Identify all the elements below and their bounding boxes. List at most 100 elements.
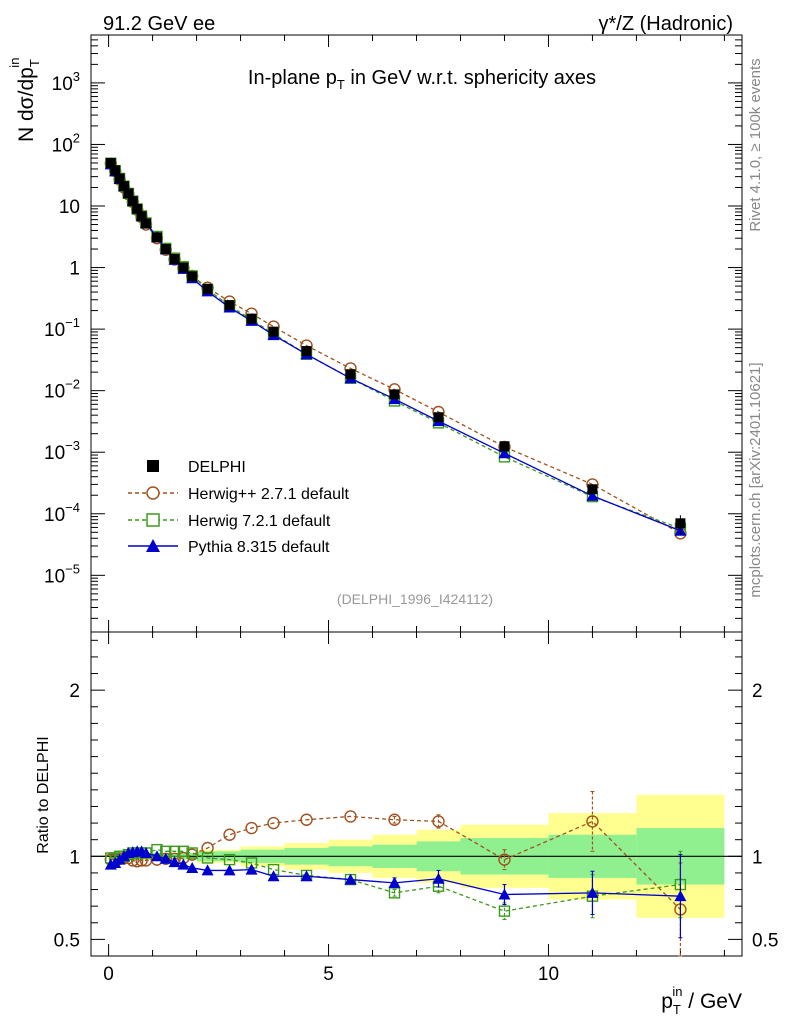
ratio-marker-herwig_pp (245, 821, 258, 835)
ratio-marker-pythia (674, 890, 687, 902)
tick-exponent: 2 (73, 130, 80, 145)
x-tick-label: 5 (323, 964, 334, 985)
ratio-marker-pythia (150, 850, 163, 862)
marker-data (110, 165, 121, 176)
main-y-tick-label: 10−5 (44, 561, 80, 587)
marker-data (224, 300, 235, 311)
main-y-tick-label: 10−2 (44, 377, 80, 403)
ratio-marker-herwig7 (498, 905, 511, 917)
marker-data (187, 271, 198, 282)
ratio-marker-herwig_pp (300, 813, 313, 826)
marker-data (132, 203, 143, 214)
main-y-tick-label: 1 (69, 259, 80, 280)
x-label-a: p (661, 990, 673, 1013)
y-label-sup: in (7, 58, 22, 68)
series-pythia (104, 158, 687, 536)
title-part-b: in GeV w.r.t. sphericity axes (345, 67, 596, 89)
ratio-marker-pythia (267, 870, 280, 882)
tick-mantissa: 1 (69, 259, 80, 280)
legend-marker-herwig-pp (146, 486, 160, 500)
tick-mantissa: 10 (44, 505, 65, 526)
marker-data (114, 173, 125, 184)
rivet-label: Rivet 4.1.0, ≥ 100k events (747, 58, 764, 231)
ratio-y-tick-label-right: 0.5 (752, 930, 778, 951)
main-y-tick-label: 10−3 (44, 438, 80, 464)
ratio-marker-pythia (344, 873, 357, 885)
title-part-a: In-plane p (248, 67, 337, 89)
ratio-marker-pythia (177, 858, 190, 870)
tick-exponent: −4 (65, 500, 80, 515)
marker-data (202, 283, 213, 294)
marker-data (587, 484, 598, 495)
ratio-marker-pythia (432, 872, 445, 884)
ratio-marker-herwig7 (201, 852, 214, 864)
legend-label-herwig-pp: Herwig++ 2.7.1 default (188, 486, 350, 503)
ratio-marker-herwig_pp (201, 841, 214, 855)
ratio-tick-labels: 0.5 0.5 1 1 2 2 0 5 10 (54, 681, 779, 985)
tick-mantissa: 10 (44, 443, 65, 464)
tick-exponent: 3 (73, 69, 80, 84)
main-y-tick-label: 10−4 (44, 500, 80, 526)
legend-label-data: DELPHI (188, 459, 246, 476)
marker-data (140, 218, 151, 229)
tick-mantissa: 10 (44, 320, 65, 341)
x-axis-label: pTin / GeV (661, 984, 742, 1017)
marker-data (127, 196, 138, 207)
tick-mantissa: 10 (44, 566, 65, 587)
ratio-marker-pythia (223, 864, 236, 876)
marker-data (178, 262, 189, 273)
legend: DELPHI Herwig++ 2.7.1 default Herwig 7.2… (128, 459, 350, 556)
ratio-y-label: Ratio to DELPHI (35, 736, 52, 853)
marker-data (246, 313, 257, 324)
marker-data (499, 441, 510, 452)
y-label-a: N dσ/dp (15, 67, 38, 142)
main-title: In-plane pT in GeV w.r.t. sphericity axe… (248, 67, 596, 92)
marker-data (433, 412, 444, 423)
ratio-marker-herwig_pp (498, 853, 511, 866)
marker-data (345, 369, 356, 380)
marker-data (169, 253, 180, 264)
y-label-sub: T (27, 59, 42, 67)
ratio-series (104, 791, 687, 957)
main-y-tick-label: 10 (59, 197, 80, 218)
series-line-herwig_pp (110, 163, 681, 534)
x-label-sub: T (673, 1002, 681, 1017)
tick-mantissa: 10 (52, 74, 73, 95)
marker-data (160, 244, 171, 255)
ratio-marker-herwig_pp (223, 828, 236, 841)
process-label-suffix: (Hadronic) (640, 13, 733, 35)
main-y-tick-label: 10−1 (44, 315, 80, 341)
x-tick-label: 0 (103, 964, 114, 985)
ratio-y-tick-label: 2 (69, 681, 80, 702)
marker-data (389, 389, 400, 400)
tick-exponent: −5 (65, 561, 80, 576)
legend-marker-herwig7 (146, 513, 160, 527)
ratio-marker-herwig_pp (432, 815, 445, 828)
ratio-marker-pythia (586, 886, 599, 898)
marker-data (301, 346, 312, 357)
main-series (104, 157, 687, 540)
tick-mantissa: 10 (59, 197, 80, 218)
marker-data (105, 157, 116, 168)
ratio-y-tick-label: 1 (69, 847, 80, 868)
ratio-marker-pythia (388, 876, 401, 888)
series-herwig7 (105, 157, 687, 535)
series-data (105, 157, 686, 535)
ratio-marker-pythia (186, 861, 199, 873)
main-y-tick-label: 103 (52, 69, 80, 95)
process-label: γ*/Z (Hadronic) (599, 13, 733, 35)
ratio-marker-pythia (168, 856, 181, 868)
legend-marker-data (147, 460, 159, 472)
tick-exponent: −1 (65, 315, 80, 330)
ratio-line-herwig7 (110, 848, 681, 912)
ratio-marker-herwig_pp (267, 816, 280, 830)
main-y-tick-label: 102 (52, 130, 80, 156)
process-label-prefix: γ*/Z (599, 13, 635, 35)
marker-data (118, 181, 129, 192)
ratio-marker-pythia (498, 888, 511, 900)
ratio-y-tick-label-right: 1 (752, 847, 763, 868)
ratio-y-tick-label-right: 2 (752, 681, 763, 702)
mcplots-label: mcplots.cern.ch [arXiv:2401.10621] (747, 362, 764, 597)
